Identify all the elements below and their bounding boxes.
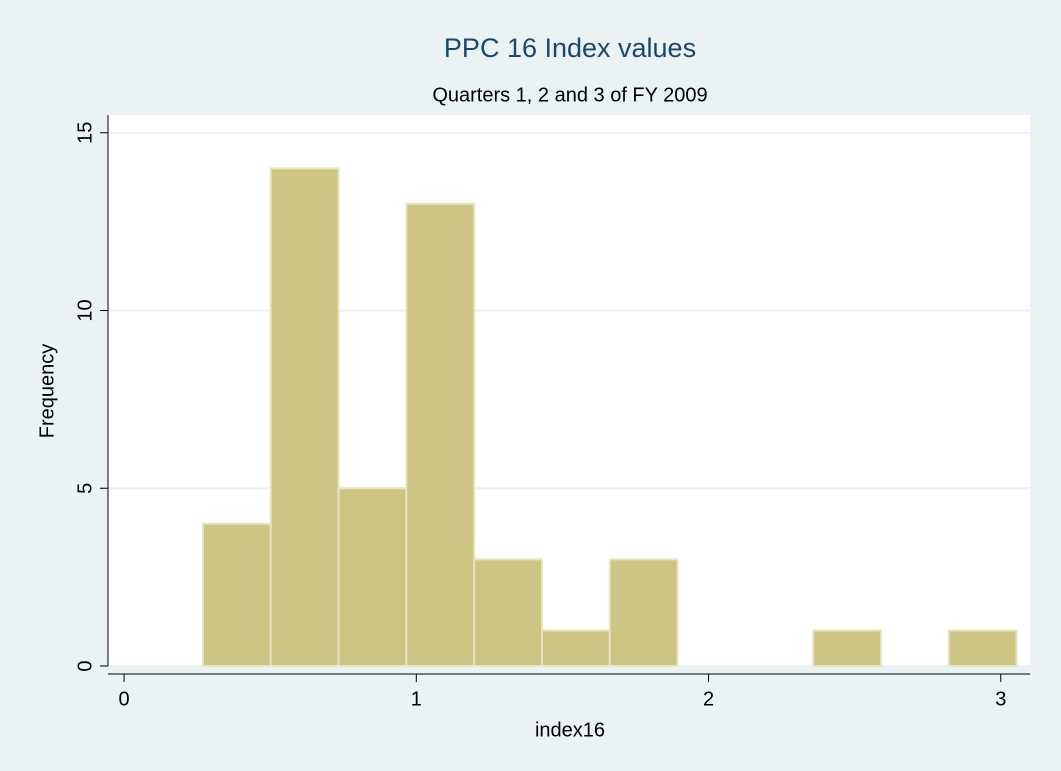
y-tick-label: 0 [74, 660, 96, 671]
y-tick-label: 5 [74, 483, 96, 494]
bar [405, 202, 476, 667]
bar [540, 629, 611, 667]
y-tick-label: 15 [74, 122, 96, 144]
x-axis-label: index16 [535, 719, 605, 741]
chart-subtitle: Quarters 1, 2 and 3 of FY 2009 [432, 84, 707, 106]
x-tick-label: 0 [119, 688, 130, 710]
x-tick-label: 2 [703, 688, 714, 710]
y-tick-label: 10 [74, 299, 96, 321]
bar [269, 167, 340, 668]
bar [608, 558, 679, 668]
x-tick-label: 1 [411, 688, 422, 710]
bar [201, 522, 272, 667]
bar [473, 558, 543, 668]
bar [947, 629, 1018, 667]
bar [812, 629, 882, 667]
x-tick-label: 3 [995, 688, 1006, 710]
chart-title: PPC 16 Index values [444, 33, 696, 63]
bar [337, 487, 408, 667]
y-axis-label: Frequency [36, 344, 58, 439]
